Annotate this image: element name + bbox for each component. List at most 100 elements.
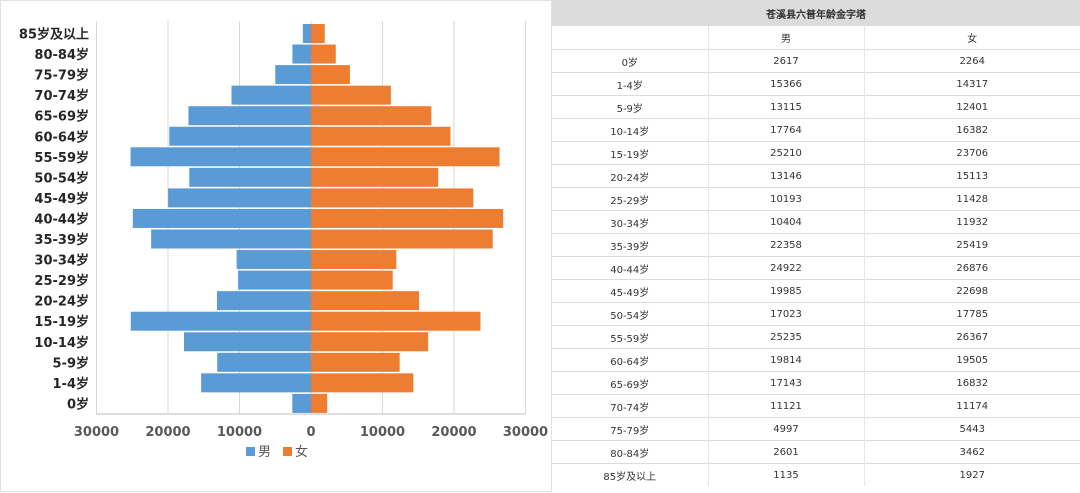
y-category-label: 20-24岁 — [34, 294, 89, 310]
table-row: 5-9岁 13115 12401 — [552, 95, 1080, 119]
header-male: 男 — [707, 26, 864, 50]
header-female: 女 — [863, 26, 1080, 50]
table-row: 60-64岁 19814 19505 — [552, 348, 1080, 372]
bar-female — [311, 311, 481, 331]
age-cell: 50-54岁 — [552, 302, 708, 326]
female-cell: 26876 — [863, 256, 1080, 280]
table-row: 15-19岁 25210 23706 — [552, 141, 1080, 165]
age-cell: 55-59岁 — [552, 325, 708, 349]
bar-male — [231, 85, 311, 105]
female-cell: 16382 — [863, 118, 1080, 142]
female-cell: 16832 — [863, 371, 1080, 395]
bar-female — [311, 291, 420, 311]
bar-female — [311, 393, 328, 413]
y-category-label: 30-34岁 — [34, 253, 89, 269]
bar-male — [169, 126, 311, 146]
age-cell: 10-14岁 — [552, 118, 708, 142]
bar-male — [292, 393, 311, 413]
male-cell: 13146 — [707, 164, 864, 188]
y-category-label: 65-69岁 — [34, 109, 89, 125]
x-tick-label: 0 — [306, 425, 315, 440]
table-row: 35-39岁 22358 25419 — [552, 233, 1080, 257]
bar-female — [311, 208, 504, 228]
table-row: 80-84岁 2601 3462 — [552, 440, 1080, 464]
bar-female — [311, 188, 474, 208]
age-cell: 80-84岁 — [552, 440, 708, 464]
table-row: 20-24岁 13146 15113 — [552, 164, 1080, 188]
female-cell: 2264 — [863, 49, 1080, 73]
table-row: 0岁 2617 2264 — [552, 49, 1080, 73]
y-category-label: 25-29岁 — [34, 273, 89, 289]
table-row: 70-74岁 11121 11174 — [552, 394, 1080, 418]
age-cell: 20-24岁 — [552, 164, 708, 188]
male-cell: 13115 — [707, 95, 864, 119]
population-pyramid-chart: 30000 20000 10000 0 10000 20000 30000 0岁 1-4岁 5-9… — [0, 0, 552, 492]
age-cell: 5-9岁 — [552, 95, 708, 119]
male-cell: 25235 — [707, 325, 864, 349]
x-tick-label: 20000 — [431, 425, 476, 440]
bar-female — [311, 65, 350, 85]
female-cell: 5443 — [863, 417, 1080, 441]
table-row: 45-49岁 19985 22698 — [552, 279, 1080, 303]
age-cell: 25-29岁 — [552, 187, 708, 211]
y-category-label: 60-64岁 — [34, 129, 89, 145]
age-cell: 65-69岁 — [552, 371, 708, 395]
bar-female — [311, 126, 451, 146]
male-cell: 25210 — [707, 141, 864, 165]
age-cell: 30-34岁 — [552, 210, 708, 234]
age-data-table: 苍溪县六普年龄金字塔 男 女 0岁 2617 2264 1-4岁 15366 14317 5… — [552, 0, 1080, 486]
bar-male — [132, 208, 311, 228]
x-tick-label: 10000 — [217, 425, 262, 440]
x-tick-label: 30000 — [503, 425, 548, 440]
table-title: 苍溪县六普年龄金字塔 — [552, 0, 1080, 26]
female-cell: 11174 — [863, 394, 1080, 418]
bar-female — [311, 106, 432, 126]
bar-male — [217, 291, 311, 311]
bar-female — [311, 44, 336, 64]
y-category-label: 55-59岁 — [34, 150, 89, 166]
age-cell: 75-79岁 — [552, 417, 708, 441]
male-cell: 2617 — [707, 49, 864, 73]
table-body: 男 女 0岁 2617 2264 1-4岁 15366 14317 5-9岁 13115 124… — [552, 26, 1080, 486]
female-cell: 11428 — [863, 187, 1080, 211]
male-cell: 17143 — [707, 371, 864, 395]
table-row: 30-34岁 10404 11932 — [552, 210, 1080, 234]
y-category-label: 15-19岁 — [34, 314, 89, 330]
male-cell: 4997 — [707, 417, 864, 441]
male-cell: 10193 — [707, 187, 864, 211]
bar-female — [311, 167, 439, 187]
table-row: 10-14岁 17764 16382 — [552, 118, 1080, 142]
y-category-label: 50-54岁 — [34, 170, 89, 186]
x-tick-label: 30000 — [74, 425, 119, 440]
bar-male — [217, 352, 311, 372]
male-cell: 10404 — [707, 210, 864, 234]
y-category-label: 5-9岁 — [53, 355, 90, 371]
age-cell: 35-39岁 — [552, 233, 708, 257]
female-cell: 15113 — [863, 164, 1080, 188]
bar-female — [311, 147, 500, 167]
male-cell: 1135 — [707, 463, 864, 486]
bar-male — [236, 250, 311, 270]
female-cell: 1927 — [863, 463, 1080, 486]
male-cell: 2601 — [707, 440, 864, 464]
female-cell: 25419 — [863, 233, 1080, 257]
bar-male — [188, 106, 311, 126]
bar-female — [311, 270, 393, 290]
female-cell: 11932 — [863, 210, 1080, 234]
y-category-label: 45-49岁 — [34, 191, 89, 207]
table-row: 75-79岁 4997 5443 — [552, 417, 1080, 441]
age-cell: 40-44岁 — [552, 256, 708, 280]
y-category-label: 80-84岁 — [34, 47, 89, 63]
bar-male — [168, 188, 311, 208]
male-cell: 22358 — [707, 233, 864, 257]
bar-male — [130, 147, 311, 167]
bar-male — [151, 229, 311, 249]
bar-male — [201, 373, 311, 393]
bar-male — [302, 24, 311, 43]
x-tick-label: 10000 — [360, 425, 405, 440]
bar-male — [238, 270, 311, 290]
y-category-label: 1-4岁 — [53, 376, 90, 392]
table-row: 25-29岁 10193 11428 — [552, 187, 1080, 211]
table-row: 1-4岁 15366 14317 — [552, 72, 1080, 96]
bar-female — [311, 250, 397, 270]
